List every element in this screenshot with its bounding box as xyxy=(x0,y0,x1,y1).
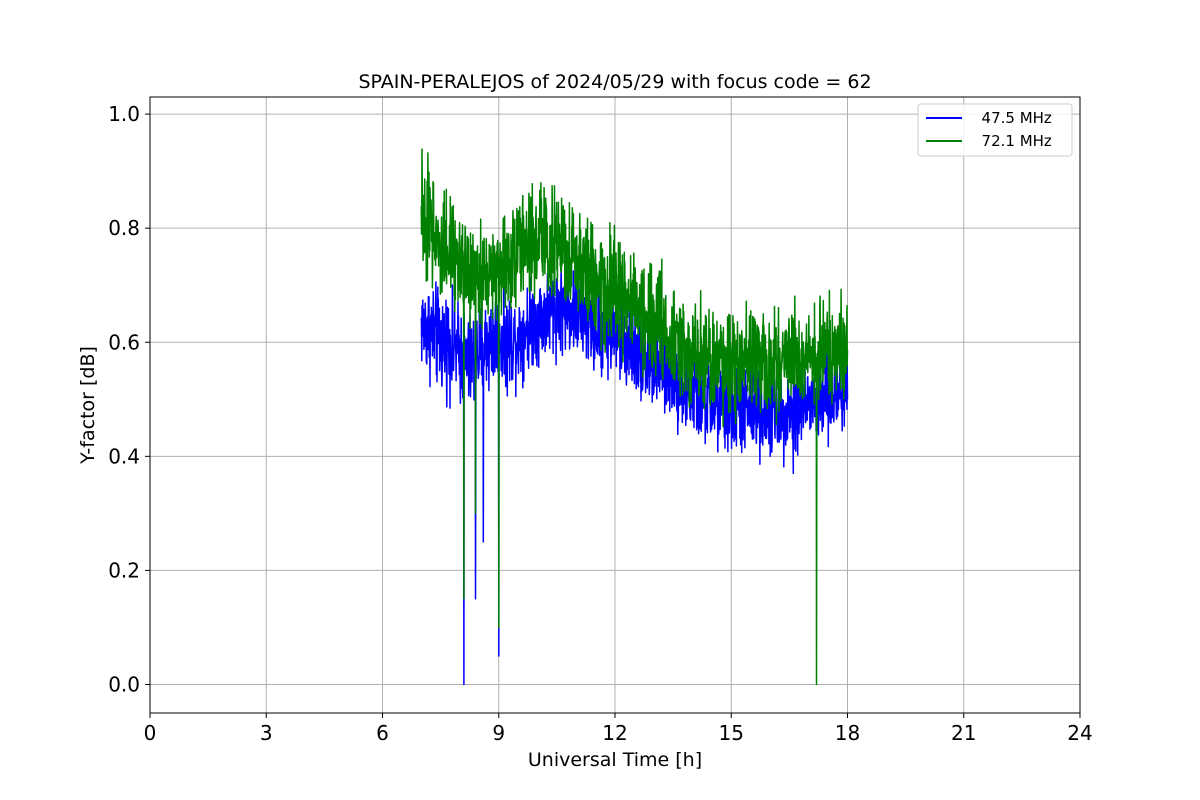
series-layer xyxy=(420,148,849,686)
x-tick-label-12: 12 xyxy=(602,721,627,745)
y-tick-label-4: 0.8 xyxy=(108,216,140,240)
ticks: 0 3 6 9 12 15 18 21 24 0.0 0.2 0.4 0.6 0.8 1.0 xyxy=(108,102,1093,745)
legend-label-72-1: 72.1 MHz xyxy=(972,132,1052,150)
y-tick-label-0: 0.0 xyxy=(108,672,140,696)
grid xyxy=(149,97,1081,713)
y-axis-label: Y-factor [dB] xyxy=(77,346,99,465)
y-tick-label-1: 0.2 xyxy=(108,558,140,582)
x-tick-label-3: 3 xyxy=(260,721,273,745)
y-tick-label-5: 1.0 xyxy=(108,102,140,126)
x-tick-label-6: 6 xyxy=(376,721,389,745)
series-line-1 xyxy=(420,148,849,686)
x-tick-label-9: 9 xyxy=(492,721,505,745)
x-tick-label-24: 24 xyxy=(1067,721,1092,745)
series-line-0 xyxy=(420,265,849,686)
x-tick-label-0: 0 xyxy=(144,721,157,745)
x-tick-label-21: 21 xyxy=(951,721,976,745)
legend-label-47-5: 47.5 MHz xyxy=(972,109,1052,127)
x-tick-label-15: 15 xyxy=(719,721,744,745)
x-tick-label-18: 18 xyxy=(835,721,860,745)
y-tick-label-3: 0.6 xyxy=(108,330,140,354)
x-axis-label: Universal Time [h] xyxy=(528,749,702,771)
y-tick-label-2: 0.4 xyxy=(108,444,140,468)
legend: 47.5 MHz 72.1 MHz xyxy=(917,103,1073,157)
chart-title: SPAIN-PERALEJOS of 2024/05/29 with focus… xyxy=(358,71,871,93)
